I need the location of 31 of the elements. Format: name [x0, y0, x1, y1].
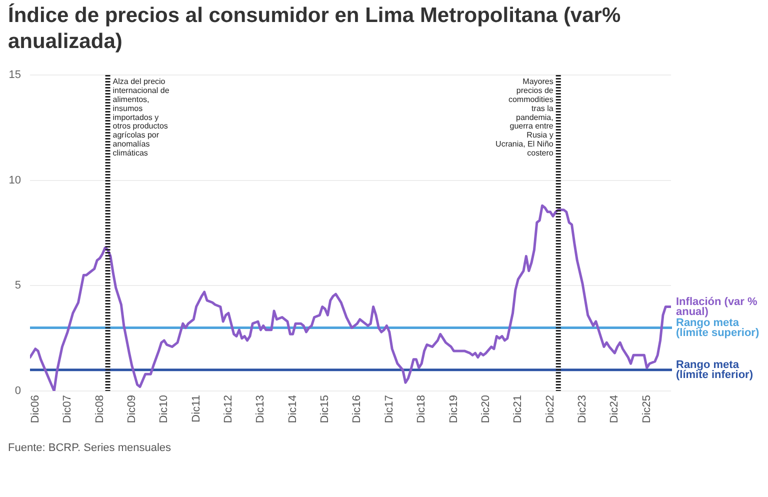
x-tick-label: Dic19: [448, 395, 460, 424]
x-tick-label: Dic12: [222, 395, 234, 424]
x-tick-label: Dic10: [158, 395, 170, 424]
x-tick-label: Dic15: [319, 395, 332, 424]
ref-line-label: Rango meta (límite superior): [676, 316, 760, 339]
x-tick-label: Dic08: [94, 395, 106, 424]
ref-line-label: Rango meta (límite inferior): [676, 358, 754, 381]
x-tick-label: Dic20: [480, 395, 492, 424]
x-tick-label: Dic18: [416, 395, 428, 424]
text: Alza del precio internacional de alimentos, insumos importados y otros productos agrícolas por anomalías climáticas: [112, 77, 170, 158]
source-note: Fuente: BCRP. Series mensuales: [8, 441, 172, 456]
x-tick-label: Dic13: [254, 395, 267, 424]
y-tick-label: 0: [14, 385, 21, 398]
series-label: Inflación (var % anual): [676, 296, 758, 318]
x-tick-label: Dic22: [544, 395, 556, 424]
text: Mayores precios de commodities tras la pandemia, guerra entre Rusia y Ucrania, El Niño costero: [496, 77, 554, 158]
y-tick-label: 15: [8, 69, 21, 82]
y-tick-label: 10: [8, 174, 21, 186]
x-tick-label: Dic23: [576, 395, 589, 424]
x-tick-label: Dic17: [383, 395, 396, 424]
x-tick-label: Dic09: [126, 395, 138, 424]
chart-title: Índice de precios al consumidor en Lima Metropolitana (var% anualizada): [8, 3, 622, 55]
x-tick-label: Dic07: [62, 395, 74, 424]
x-tick-label: Dic11: [190, 395, 202, 422]
x-tick-label: Dic16: [351, 395, 364, 424]
x-tick-label: Dic24: [608, 395, 621, 424]
x-tick-label: Dic25: [640, 395, 653, 424]
x-tick-label: Dic14: [286, 395, 299, 424]
y-tick-label: 5: [14, 280, 21, 292]
x-tick-label: Dic06: [29, 395, 42, 424]
x-tick-label: Dic21: [512, 395, 524, 424]
